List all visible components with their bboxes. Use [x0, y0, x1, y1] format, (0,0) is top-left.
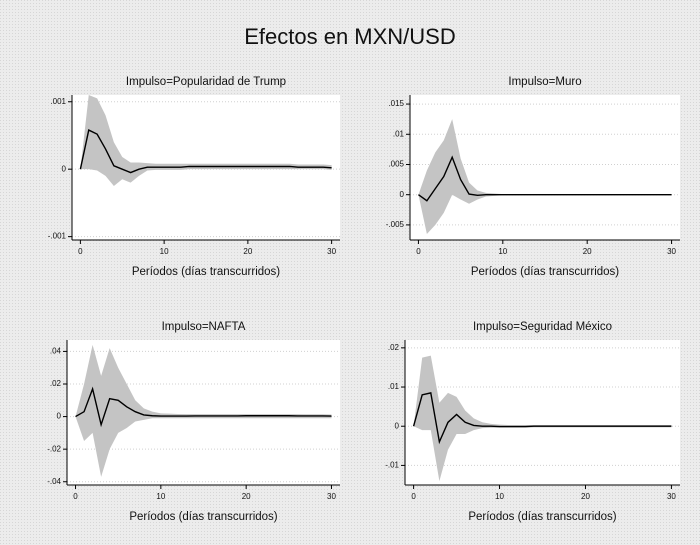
y-tick-label: .02 — [388, 343, 400, 352]
x-tick-label: 0 — [416, 247, 421, 256]
x-tick-label: 20 — [581, 492, 590, 501]
irf-line — [412, 392, 672, 445]
x-tick-label: 0 — [78, 247, 83, 256]
y-tick-label: -.001 — [48, 232, 67, 241]
y-tick-label: .015 — [388, 99, 404, 108]
y-tick-label: .04 — [50, 347, 62, 356]
y-tick-label: .02 — [50, 379, 62, 388]
y-tick-label: .005 — [388, 160, 404, 169]
x-tick-label: 20 — [583, 247, 592, 256]
y-tick-label: 0 — [395, 421, 400, 430]
x-axis-label: Períodos (días transcurridos) — [129, 511, 277, 523]
x-axis-label: Períodos (días transcurridos) — [471, 266, 619, 278]
y-tick-label: -.02 — [47, 444, 61, 453]
x-tick-label: 10 — [156, 492, 165, 501]
x-tick-label: 10 — [160, 247, 169, 256]
y-tick-label: .01 — [393, 129, 405, 138]
x-tick-label: 30 — [667, 247, 676, 256]
x-tick-label: 30 — [667, 492, 676, 501]
x-tick-label: 30 — [327, 247, 336, 256]
x-tick-label: 10 — [498, 247, 507, 256]
x-tick-label: 0 — [73, 492, 78, 501]
panel-title: Impulso=Muro — [508, 76, 581, 88]
y-tick-label: -.04 — [47, 477, 61, 486]
x-tick-label: 0 — [411, 492, 416, 501]
y-tick-label: 0 — [62, 164, 67, 173]
x-tick-label: 20 — [243, 247, 252, 256]
y-tick-label: 0 — [57, 412, 62, 421]
irf-line — [79, 129, 332, 174]
panel-title: Impulso=Seguridad México — [473, 321, 612, 333]
irf-line — [75, 386, 332, 428]
confidence-band — [80, 95, 332, 187]
panel-title: Impulso=Popularidad de Trump — [126, 76, 286, 88]
irf-line — [418, 155, 672, 202]
y-tick-label: 0 — [400, 190, 405, 199]
x-axis-label: Períodos (días transcurridos) — [468, 511, 616, 523]
y-tick-label: -.01 — [385, 461, 399, 470]
x-tick-label: 30 — [327, 492, 336, 501]
x-axis-label: Períodos (días transcurridos) — [132, 266, 280, 278]
y-tick-label: .001 — [50, 97, 66, 106]
chart-title: Efectos en MXN/USD — [244, 24, 456, 49]
x-tick-label: 20 — [242, 492, 251, 501]
y-tick-label: .01 — [388, 382, 400, 391]
x-tick-label: 10 — [495, 492, 504, 501]
confidence-band — [413, 355, 672, 482]
panel-title: Impulso=NAFTA — [162, 321, 246, 333]
y-tick-label: -.005 — [386, 220, 405, 229]
confidence-band — [75, 344, 332, 477]
